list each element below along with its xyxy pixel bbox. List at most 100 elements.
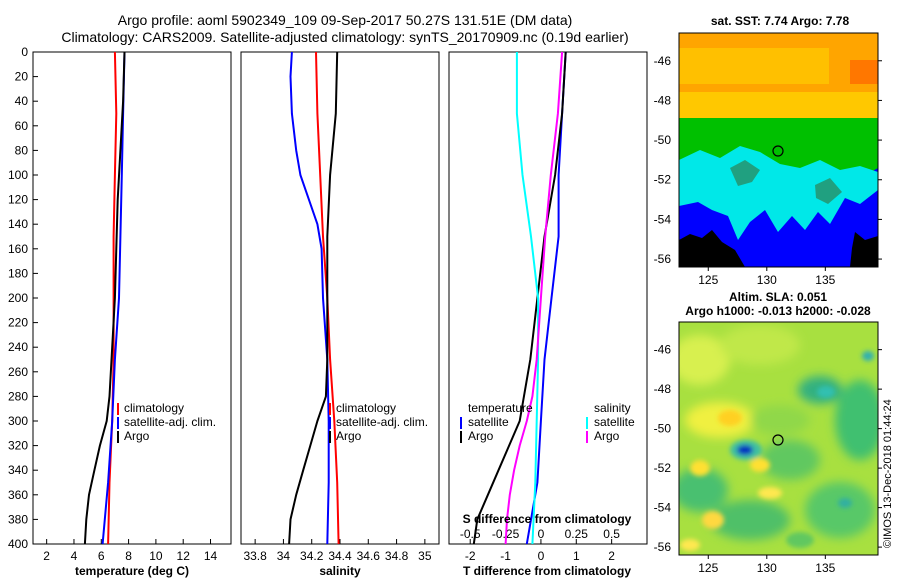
legend-satellite: satellite-adj. clim. xyxy=(336,415,428,429)
sst-warm-patch xyxy=(679,48,829,84)
salinity-plot-frame xyxy=(240,51,440,545)
temperature-lines xyxy=(83,51,126,545)
x-tick-label: 2 xyxy=(43,549,50,563)
sst-lon-axis: 125 130 135 xyxy=(698,267,836,287)
legend-salinity-title: salinity xyxy=(594,401,631,415)
legend-climatology: climatology xyxy=(124,401,184,415)
lon-tick-label: 130 xyxy=(757,561,777,575)
x-tick-label: 0 xyxy=(538,549,545,563)
y-tick-label: 180 xyxy=(8,266,28,280)
depth-axis: 0 20 40 60 80 100 120 140 160 180 200 220 240 260 280 3… xyxy=(8,45,38,551)
s-tick-label: 0 xyxy=(538,527,545,541)
lat-tick-label: -56 xyxy=(654,252,672,266)
lat-tick-label: -56 xyxy=(654,540,672,554)
x-tick-label: 14 xyxy=(204,549,218,563)
y-tick-label: 80 xyxy=(15,143,29,157)
lat-tick-label: -48 xyxy=(654,382,672,396)
y-tick-label: 60 xyxy=(15,119,29,133)
t-difference-xlabel: T difference from climatology xyxy=(463,564,631,578)
temperature-xlabel: temperature (deg C) xyxy=(75,564,189,578)
legend-argo: Argo xyxy=(124,429,150,443)
sla-map-title: Altim. SLA: 0.051 xyxy=(729,290,827,304)
y-tick-label: 280 xyxy=(8,389,28,403)
x-tick-label: 34.4 xyxy=(328,549,352,563)
y-tick-label: 240 xyxy=(8,340,28,354)
argo-location-marker xyxy=(772,434,784,446)
lat-tick-label: -54 xyxy=(654,212,672,226)
sst-map-title: sat. SST: 7.74 Argo: 7.78 xyxy=(711,14,850,28)
legend-s-satellite: satellite xyxy=(594,415,635,429)
lat-tick-label: -54 xyxy=(654,501,672,515)
y-tick-label: 300 xyxy=(8,414,28,428)
s-tick-label: -0.5 xyxy=(460,527,481,541)
legend-satellite: satellite-adj. clim. xyxy=(124,415,216,429)
x-tick-label: 33.8 xyxy=(243,549,267,563)
x-tick-label: -2 xyxy=(465,549,476,563)
y-tick-label: 200 xyxy=(8,291,28,305)
x-tick-label: 6 xyxy=(98,549,105,563)
salinity-panel: 33.8 34 34.2 34.4 34.6 34.8 35 climatology sat… xyxy=(240,51,440,578)
lat-tick-label: -50 xyxy=(654,133,672,147)
lat-tick-label: -46 xyxy=(654,343,672,357)
x-tick-label: 8 xyxy=(125,549,132,563)
sst-land-mask xyxy=(850,232,878,267)
y-tick-label: 140 xyxy=(8,217,28,231)
difference-panel: -2 -1 0 1 2 -0.5 -0.25 0 0.25 0.5 temperature sa… xyxy=(448,51,648,578)
temperature-plot-frame xyxy=(32,51,232,545)
series-line-satellite-adj-clim- xyxy=(101,51,126,545)
title-line1: Argo profile: aoml 5902349_109 09-Sep-20… xyxy=(118,12,573,28)
series-line-s-argo xyxy=(504,51,564,545)
legend-t-satellite: satellite xyxy=(468,415,509,429)
title-line2: Climatology: CARS2009. Satellite-adjuste… xyxy=(61,29,628,45)
legend-t-argo: Argo xyxy=(468,429,494,443)
sla-lat-axis: -46 -48 -50 -52 -54 -56 xyxy=(654,343,882,554)
legend-temperature-title: temperature xyxy=(468,401,533,415)
temperature-diff-legend: temperature satellite Argo xyxy=(460,401,533,443)
salinity-diff-legend: salinity satellite Argo xyxy=(586,401,635,443)
lat-tick-label: -48 xyxy=(654,93,672,107)
s-tick-label: 0.25 xyxy=(565,527,589,541)
sst-hot-patch xyxy=(850,60,878,84)
sst-map-frame xyxy=(678,32,879,268)
lat-tick-label: -52 xyxy=(654,461,672,475)
y-tick-label: 40 xyxy=(15,94,29,108)
difference-lines xyxy=(472,51,567,545)
x-tick-label: -1 xyxy=(500,549,511,563)
lat-tick-label: -46 xyxy=(654,54,672,68)
series-line-s-satellite xyxy=(515,52,540,545)
x-tick-label: 34.2 xyxy=(300,549,324,563)
legend-climatology: climatology xyxy=(336,401,396,415)
y-tick-label: 360 xyxy=(8,488,28,502)
y-tick-label: 0 xyxy=(21,45,28,59)
sla-map-subtitle: Argo h1000: -0.013 h2000: -0.028 xyxy=(685,304,871,318)
sla-map-panel: Altim. SLA: 0.051 Argo h1000: -0.013 h20… xyxy=(654,290,882,575)
series-line-argo xyxy=(288,51,339,545)
s-tick-label: 0.5 xyxy=(603,527,620,541)
temperature-legend: climatology satellite-adj. clim. Argo xyxy=(117,401,216,443)
y-tick-label: 320 xyxy=(8,439,28,453)
imos-watermark: ©IMOS 13-Dec-2018 01:44:24 xyxy=(882,399,894,548)
lon-tick-label: 130 xyxy=(757,273,777,287)
lon-tick-label: 125 xyxy=(698,273,718,287)
sst-lat-axis: -46 -48 -50 -52 -54 -56 xyxy=(654,54,882,266)
x-tick-label: 4 xyxy=(71,549,78,563)
sst-cyan-band xyxy=(679,146,878,240)
y-tick-label: 20 xyxy=(15,70,29,84)
sst-teal-patch xyxy=(730,160,760,186)
y-tick-label: 380 xyxy=(8,512,28,526)
legend-argo: Argo xyxy=(336,429,362,443)
sst-map-panel: sat. SST: 7.74 Argo: 7.78 -46 -48 -50 -52 -5… xyxy=(654,14,882,287)
sla-map-frame xyxy=(678,321,879,556)
lat-tick-label: -50 xyxy=(654,422,672,436)
series-line-t-argo xyxy=(472,51,567,545)
y-tick-label: 220 xyxy=(8,316,28,330)
salinity-lines xyxy=(288,51,340,545)
x-tick-label: 35 xyxy=(418,549,432,563)
difference-plot-frame xyxy=(448,51,648,545)
legend-s-argo: Argo xyxy=(594,429,620,443)
sst-map-image xyxy=(679,33,878,267)
temperature-x-axis: 2 4 6 8 10 12 14 xyxy=(43,539,218,563)
x-tick-label: 1 xyxy=(573,549,580,563)
x-tick-label: 12 xyxy=(177,549,191,563)
